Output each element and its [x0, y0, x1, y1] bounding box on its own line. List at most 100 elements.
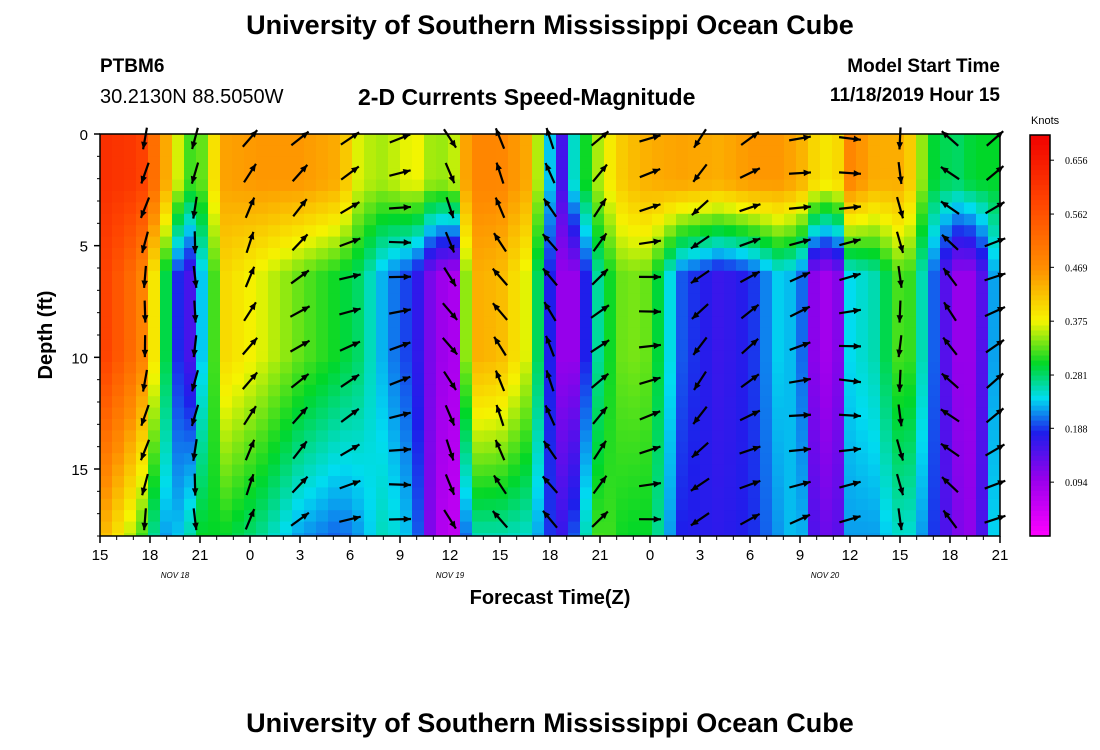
heatmap-cell	[496, 384, 509, 397]
heatmap-cell	[676, 407, 689, 420]
heatmap-cell	[820, 498, 833, 511]
x-tick-label: 15	[92, 547, 109, 564]
heatmap-cell	[556, 168, 569, 181]
heatmap-cell	[796, 521, 809, 534]
current-vector-arrow	[339, 479, 361, 490]
plot-title: 2-D Currents Speed-Magnitude	[358, 84, 696, 110]
heatmap-cell	[184, 305, 197, 317]
heatmap-cell	[460, 134, 473, 146]
heatmap-cell	[160, 373, 173, 386]
heatmap-cell	[556, 145, 569, 158]
heatmap-cell	[964, 441, 977, 454]
heatmap-cell	[844, 533, 857, 537]
heatmap-cell	[376, 430, 389, 443]
current-vector-arrow	[941, 233, 959, 251]
heatmap-cell	[952, 293, 965, 306]
heatmap-cell	[676, 225, 689, 238]
heatmap-cell	[472, 373, 485, 386]
heatmap-cell	[496, 362, 509, 374]
heatmap-cell	[652, 396, 665, 409]
heatmap-cell	[688, 293, 701, 306]
heatmap-cell	[664, 350, 677, 363]
heatmap-cell	[976, 453, 989, 466]
heatmap-cell	[532, 202, 545, 215]
heatmap-cell	[760, 533, 773, 537]
heatmap-cell	[424, 179, 437, 192]
heatmap-cell	[736, 453, 749, 466]
heatmap-cell	[196, 373, 209, 386]
heatmap-cell	[460, 498, 473, 511]
heatmap-cell	[916, 270, 929, 283]
heatmap-cell	[124, 533, 137, 537]
heatmap-cell	[880, 293, 893, 306]
heatmap-cell	[556, 225, 569, 238]
heatmap-cell	[724, 293, 737, 306]
heatmap-cell	[640, 441, 653, 454]
heatmap-cell	[880, 236, 893, 249]
heatmap-cell	[568, 168, 581, 181]
heatmap-cell	[592, 156, 605, 169]
x-tick-label: 9	[396, 547, 404, 564]
heatmap-cell	[784, 350, 797, 363]
heatmap-cell	[604, 202, 617, 215]
heatmap-cell	[796, 464, 809, 477]
heatmap-cell	[928, 350, 941, 363]
heatmap-cell	[100, 225, 113, 238]
heatmap-cell	[820, 156, 833, 169]
current-vector-arrow	[897, 162, 904, 185]
heatmap-cell	[964, 134, 977, 146]
heatmap-cell	[604, 510, 617, 523]
heatmap-cell	[208, 339, 221, 352]
heatmap-cell	[172, 259, 185, 272]
heatmap-cell	[268, 510, 281, 523]
heatmap-cell	[280, 441, 293, 454]
heatmap-cell	[100, 362, 113, 374]
colorbar-swatch	[1030, 145, 1050, 151]
heatmap-cell	[940, 179, 953, 192]
current-vector-arrow	[896, 127, 904, 150]
colorbar-swatch	[1030, 225, 1050, 231]
heatmap-cell	[952, 316, 965, 329]
current-vector-arrow	[141, 127, 148, 150]
heatmap-cell	[388, 156, 401, 169]
heatmap-cell	[844, 521, 857, 534]
heatmap-cell	[148, 270, 161, 283]
heatmap-cell	[628, 213, 641, 226]
heatmap-cell	[424, 407, 437, 420]
heatmap-cell	[220, 293, 233, 306]
heatmap-cell	[592, 350, 605, 363]
current-vector-arrow	[340, 407, 360, 423]
heatmap-cell	[112, 407, 125, 420]
heatmap-cell	[808, 384, 821, 397]
heatmap-cell	[676, 453, 689, 466]
heatmap-cell	[196, 510, 209, 523]
heatmap-cell	[472, 510, 485, 523]
heatmap-cell	[832, 236, 845, 249]
heatmap-cell	[388, 373, 401, 386]
heatmap-cell	[508, 259, 521, 272]
heatmap-cell	[316, 305, 329, 317]
heatmap-cell	[100, 384, 113, 397]
heatmap-cell	[412, 327, 425, 340]
heatmap-cell	[364, 270, 377, 283]
heatmap-cell	[760, 373, 773, 386]
heatmap-cell	[592, 476, 605, 488]
heatmap-cell	[832, 384, 845, 397]
heatmap-cell	[928, 521, 941, 534]
heatmap-cell	[544, 248, 557, 260]
heatmap-cell	[232, 533, 245, 537]
heatmap-cell	[784, 213, 797, 226]
heatmap-cell	[496, 327, 509, 340]
heatmap-cell	[292, 156, 305, 169]
heatmap-cell	[388, 145, 401, 158]
heatmap-cell	[220, 225, 233, 238]
heatmap-cell	[712, 430, 725, 443]
heatmap-cell	[904, 430, 917, 443]
heatmap-cell	[424, 134, 437, 146]
heatmap-cell	[652, 430, 665, 443]
heatmap-cell	[928, 498, 941, 511]
heatmap-cell	[772, 236, 785, 249]
heatmap-cell	[244, 396, 257, 409]
heatmap-cell	[796, 145, 809, 158]
heatmap-cell	[400, 293, 413, 306]
